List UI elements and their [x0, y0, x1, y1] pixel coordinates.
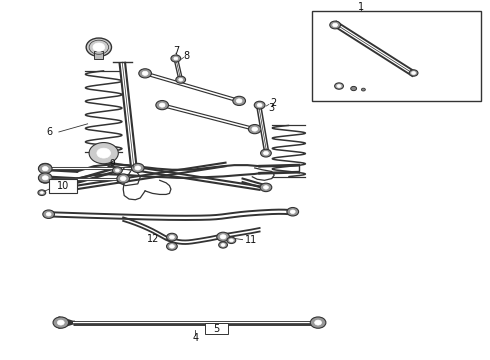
Circle shape: [233, 96, 245, 105]
Circle shape: [335, 83, 343, 89]
Text: 5: 5: [214, 324, 220, 334]
Circle shape: [89, 143, 118, 164]
Circle shape: [221, 243, 225, 246]
Circle shape: [248, 125, 261, 134]
Circle shape: [86, 38, 112, 57]
Circle shape: [252, 127, 258, 131]
Circle shape: [131, 163, 144, 172]
Circle shape: [159, 103, 165, 107]
Circle shape: [170, 235, 174, 239]
Text: 12: 12: [147, 234, 160, 244]
Circle shape: [43, 176, 48, 181]
Circle shape: [260, 183, 272, 192]
Circle shape: [229, 239, 233, 242]
Bar: [312, 11, 481, 101]
Circle shape: [333, 23, 338, 27]
Circle shape: [135, 166, 141, 170]
Circle shape: [179, 78, 183, 81]
Text: 9: 9: [110, 159, 115, 168]
Circle shape: [53, 317, 69, 328]
Circle shape: [40, 192, 43, 194]
Circle shape: [53, 185, 59, 189]
Circle shape: [176, 76, 186, 83]
Circle shape: [170, 244, 174, 248]
Text: 2: 2: [270, 98, 276, 108]
Circle shape: [409, 70, 418, 76]
Circle shape: [351, 86, 357, 91]
Text: 1: 1: [358, 1, 364, 12]
Circle shape: [39, 163, 51, 172]
Text: 3: 3: [269, 103, 275, 113]
Circle shape: [362, 88, 366, 91]
Text: 11: 11: [245, 235, 257, 245]
Circle shape: [217, 232, 229, 242]
Circle shape: [97, 148, 111, 158]
Circle shape: [93, 43, 105, 51]
Circle shape: [264, 151, 269, 155]
Circle shape: [42, 167, 48, 171]
Circle shape: [257, 103, 262, 107]
Circle shape: [287, 207, 298, 216]
Bar: [49, 179, 77, 193]
Circle shape: [42, 176, 48, 180]
Text: 8: 8: [183, 51, 190, 62]
Circle shape: [220, 235, 226, 239]
Circle shape: [117, 174, 129, 183]
Circle shape: [46, 212, 51, 216]
Circle shape: [39, 174, 51, 183]
Circle shape: [171, 55, 181, 62]
Circle shape: [412, 72, 416, 75]
Circle shape: [310, 317, 326, 328]
Circle shape: [330, 21, 341, 29]
Circle shape: [38, 173, 52, 183]
Circle shape: [290, 210, 295, 213]
Circle shape: [264, 186, 269, 189]
Circle shape: [49, 183, 62, 192]
Text: 6: 6: [46, 127, 52, 137]
Circle shape: [43, 210, 54, 219]
Circle shape: [167, 233, 177, 241]
Circle shape: [227, 237, 236, 243]
Circle shape: [139, 69, 151, 78]
Circle shape: [43, 166, 48, 170]
Text: 10: 10: [57, 181, 70, 191]
Circle shape: [57, 320, 64, 325]
Bar: [95, 51, 103, 59]
Circle shape: [337, 85, 341, 87]
Circle shape: [261, 149, 271, 157]
Bar: [205, 323, 228, 334]
Circle shape: [167, 242, 177, 250]
Circle shape: [236, 99, 242, 103]
Text: 4: 4: [192, 333, 198, 343]
Circle shape: [121, 176, 126, 181]
Circle shape: [315, 320, 321, 325]
Circle shape: [142, 71, 148, 75]
Text: 7: 7: [172, 46, 179, 56]
Circle shape: [219, 242, 227, 248]
Circle shape: [174, 57, 178, 60]
Circle shape: [254, 101, 265, 109]
Circle shape: [113, 167, 122, 174]
Circle shape: [116, 169, 119, 172]
Circle shape: [156, 100, 169, 110]
Circle shape: [38, 190, 46, 195]
Circle shape: [38, 164, 52, 174]
